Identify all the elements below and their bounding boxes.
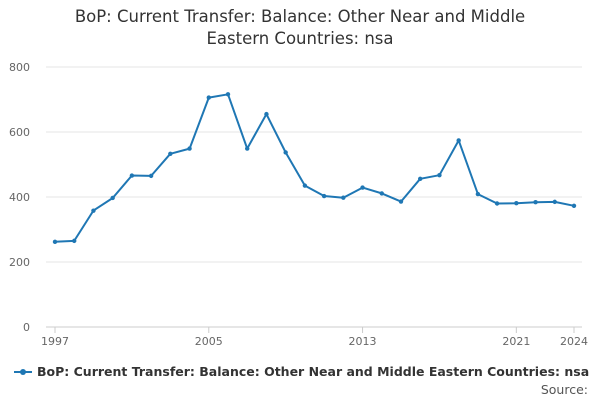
x-tick-label-1997: 1997 [41, 335, 69, 348]
x-tick-label-2021: 2021 [502, 335, 530, 348]
y-axis: 0 200 400 600 800 [9, 61, 30, 334]
y-tick-label-200: 200 [9, 256, 30, 269]
data-point-2016[interactable] [418, 176, 423, 181]
data-point-1998[interactable] [72, 238, 77, 244]
chart-title-line-2: Eastern Countries: nsa [206, 29, 394, 48]
x-tick-label-2013: 2013 [349, 335, 377, 348]
x-tick-label-2024: 2024 [560, 335, 588, 348]
y-tick-label-800: 800 [9, 61, 30, 74]
data-point-2023[interactable] [552, 199, 557, 205]
data-point-2022[interactable] [533, 200, 538, 205]
data-point-2017[interactable] [437, 173, 442, 178]
chart-title: BoP: Current Transfer: Balance: Other Ne… [0, 6, 600, 50]
data-point-2001[interactable] [129, 173, 135, 178]
data-point-2009[interactable] [283, 150, 288, 155]
legend[interactable]: BoP: Current Transfer: Balance: Other Ne… [14, 364, 589, 379]
data-point-2019[interactable] [475, 191, 481, 197]
source-label: Source: [540, 382, 588, 397]
data-point-2004[interactable] [187, 146, 192, 151]
data-point-1999[interactable] [91, 208, 96, 213]
x-axis: 1997 2005 2013 2021 2024 [41, 326, 588, 348]
data-point-2005[interactable] [206, 95, 211, 100]
data-point-2006[interactable] [225, 92, 231, 97]
series-line [54, 93, 575, 243]
data-point-2000[interactable] [110, 195, 115, 201]
legend-label: BoP: Current Transfer: Balance: Other Ne… [37, 364, 590, 379]
data-point-2008[interactable] [264, 111, 269, 117]
y-tick-label-600: 600 [9, 126, 30, 139]
chart-title-line-1: BoP: Current Transfer: Balance: Other Ne… [74, 7, 526, 26]
data-point-2014[interactable] [379, 191, 384, 196]
x-tick-label-2005: 2005 [195, 335, 223, 348]
data-point-1997[interactable] [52, 239, 58, 245]
data-point-2018[interactable] [456, 138, 461, 143]
data-point-2003[interactable] [168, 151, 173, 156]
data-point-2012[interactable] [341, 195, 346, 200]
legend-swatch [14, 367, 32, 377]
gridlines [46, 66, 582, 328]
data-point-2011[interactable] [321, 193, 327, 199]
data-point-2015[interactable] [398, 199, 404, 204]
data-point-2010[interactable] [302, 183, 308, 188]
y-tick-label-400: 400 [9, 191, 30, 204]
y-tick-label-0: 0 [23, 321, 30, 334]
series-layer [52, 92, 577, 245]
data-point-2021[interactable] [514, 200, 519, 206]
data-point-2024[interactable] [571, 203, 577, 208]
data-point-2007[interactable] [245, 146, 250, 151]
data-point-2020[interactable] [494, 201, 500, 206]
data-point-2002[interactable] [148, 173, 154, 179]
data-point-2013[interactable] [360, 185, 365, 190]
